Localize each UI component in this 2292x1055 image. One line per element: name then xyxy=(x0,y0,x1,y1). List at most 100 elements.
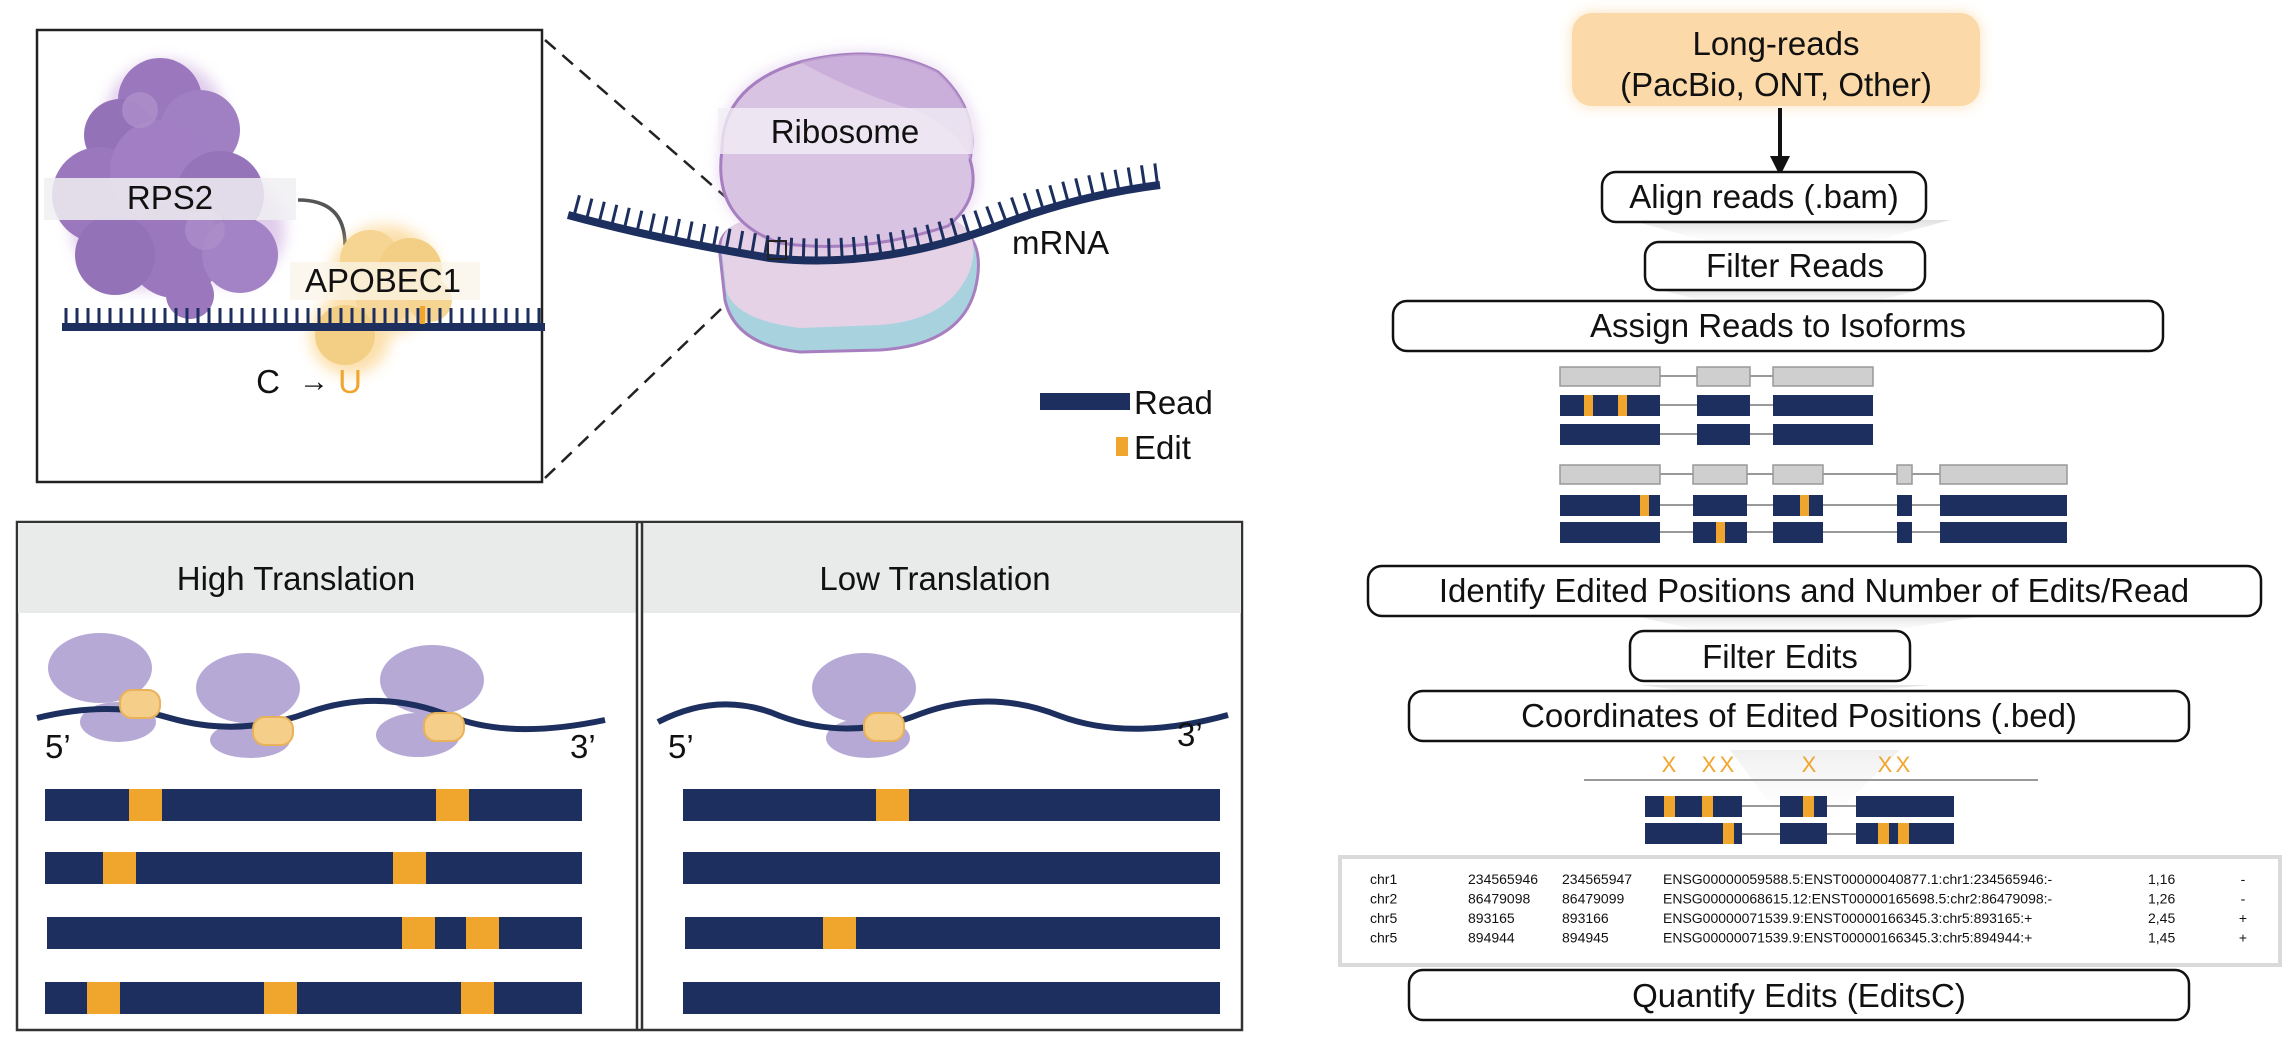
low-read-4 xyxy=(683,982,1220,1014)
iso-read xyxy=(1773,395,1873,416)
high-ribosomes xyxy=(48,633,484,758)
edit-read-mark xyxy=(1723,823,1734,844)
mrna-base-tick xyxy=(1140,165,1147,188)
conversion-arrow: → xyxy=(299,365,329,398)
iso-read xyxy=(1560,495,1660,516)
edit-marker: X xyxy=(1802,752,1817,777)
edit-markers: X X X X X X xyxy=(1662,752,1911,777)
legend-edit-label: Edit xyxy=(1134,429,1191,466)
mrna-base-tick xyxy=(973,210,984,232)
low-read-1 xyxy=(683,789,1220,821)
bed-table: chr1 234565946 234565947 ENSG00000059588.5:… xyxy=(1370,871,2247,946)
step-coordinates-box xyxy=(1407,689,2191,743)
iso-read xyxy=(1697,395,1750,416)
low-reads xyxy=(683,789,1220,1014)
bed-cell: chr5 xyxy=(1370,910,1397,926)
mrna-base-tick xyxy=(888,232,896,255)
bed-cell: 893166 xyxy=(1562,910,1609,926)
low-read-2 xyxy=(683,852,1220,884)
filtered-edit-reads xyxy=(1645,796,1954,844)
legend-edit-swatch xyxy=(1116,437,1128,456)
bed-table-panel xyxy=(1338,855,2282,967)
mrna-base-tick xyxy=(1153,163,1160,186)
mrna-base-tick xyxy=(610,204,619,227)
high-read-4-edit xyxy=(461,982,494,1014)
step-filter-reads: Filter Reads xyxy=(1706,247,1884,284)
mrna-base-tick xyxy=(1035,188,1045,211)
edit-read-mark xyxy=(1702,796,1713,817)
step-assign: Assign Reads to Isoforms xyxy=(1590,307,1966,344)
step-coordinates: Coordinates of Edited Positions (.bed) xyxy=(1521,697,2077,734)
edit-marker: X xyxy=(1720,752,1735,777)
bed-cell: 1,26 xyxy=(2148,891,2175,907)
bed-cell: chr5 xyxy=(1370,930,1397,946)
bed-cell: ENSG00000071539.9:ENST00000166345.3:chr5… xyxy=(1663,930,2032,946)
bed-cell: 1,45 xyxy=(2148,930,2175,946)
mrna-base-tick xyxy=(1113,169,1121,192)
step-filter-edits-box xyxy=(1628,629,1912,683)
mrna-base-tick xyxy=(801,238,806,261)
edit-read xyxy=(1780,823,1827,844)
ribosome-label-band xyxy=(718,108,973,154)
isoform-exon xyxy=(1939,464,2068,485)
mrna-base-tick xyxy=(635,210,644,233)
iso-read xyxy=(1693,495,1747,516)
step-assign-box xyxy=(1391,299,2165,353)
high-three-prime: 3’ xyxy=(570,728,596,765)
high-read-1-edit xyxy=(129,789,162,821)
isoform-exon xyxy=(1559,464,1661,485)
bed-cell: 234565947 xyxy=(1562,871,1632,887)
ribosome-label: Ribosome xyxy=(771,113,920,150)
edit-read-mark xyxy=(1803,796,1814,817)
edit-marker: X xyxy=(1878,752,1893,777)
step-quantify: Quantify Edits (EditsC) xyxy=(1632,977,1966,1014)
edit-read xyxy=(1645,796,1742,817)
high-read-4-edit xyxy=(264,982,297,1014)
mrna-base-tick xyxy=(737,230,745,253)
iso-read xyxy=(1773,522,1823,543)
low-mrna xyxy=(656,698,1229,732)
isoform-exon xyxy=(1559,366,1661,387)
input-line1: Long-reads xyxy=(1693,25,1860,62)
iso-read-edit xyxy=(1584,395,1593,416)
input-long-reads: Long-reads (PacBio, ONT, Other) xyxy=(1572,13,1980,106)
rps2-apobec-linker xyxy=(297,198,347,246)
bed-cell: - xyxy=(2241,891,2246,907)
bed-cell: + xyxy=(2239,910,2247,926)
mrna-base-tick xyxy=(1126,167,1134,190)
edit-read-mark xyxy=(1898,823,1909,844)
mrna-base-tick xyxy=(925,224,934,247)
high-five-prime: 5’ xyxy=(45,728,71,765)
mrna-base-tick xyxy=(660,215,669,239)
iso-read-edit xyxy=(1800,495,1809,516)
isoform-exon xyxy=(1772,366,1874,387)
iso-read xyxy=(1897,495,1912,516)
edit-read-mark xyxy=(1878,823,1889,844)
iso-read xyxy=(1560,424,1660,445)
mrna-base-tick xyxy=(699,223,707,246)
zoom-box xyxy=(767,240,787,260)
mrna-base-tick xyxy=(827,238,831,261)
mrna-base-tick xyxy=(913,227,921,250)
isoform-exon xyxy=(1772,464,1824,485)
bed-cell: 86479099 xyxy=(1562,891,1625,907)
low-apobec xyxy=(863,712,905,742)
mrna-base-tick xyxy=(762,235,770,258)
bed-cell: 894945 xyxy=(1562,930,1609,946)
iso-read-edit xyxy=(1618,395,1627,416)
mrna-base-tick xyxy=(901,229,909,252)
step-align-box xyxy=(1600,170,1928,224)
mrna-label: mRNA xyxy=(1012,224,1109,261)
mrna-base-tick xyxy=(839,237,844,260)
edit-marker: X xyxy=(1896,752,1911,777)
high-read-1-edit xyxy=(436,789,469,821)
iso-read xyxy=(1940,522,2067,543)
mrna-base-tick xyxy=(1048,184,1058,207)
mrna-base-tick xyxy=(876,233,883,257)
low-read-3-edit xyxy=(823,917,856,949)
high-reads xyxy=(45,789,582,1014)
step-filter-edits: Filter Edits xyxy=(1702,638,1858,675)
pipeline: Long-reads (PacBio, ONT, Other) Align re… xyxy=(1338,13,2282,1022)
step-filter-reads-box xyxy=(1643,240,1927,292)
